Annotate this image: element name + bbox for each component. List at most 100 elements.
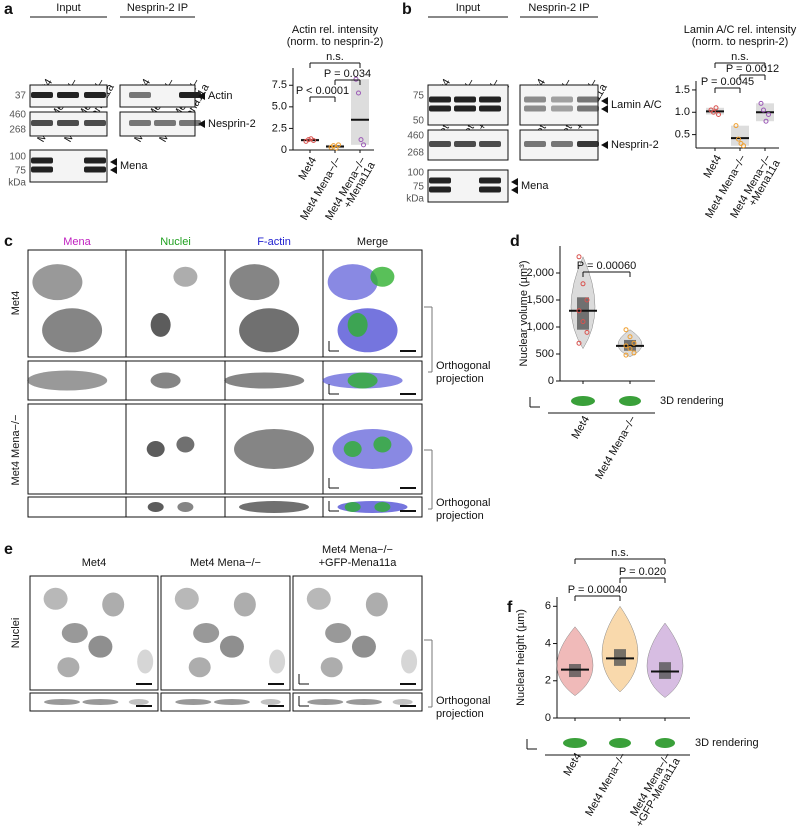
group-header: Nesprin-2 IP — [528, 2, 589, 14]
cell — [176, 436, 195, 453]
y-tick-label: 0 — [545, 712, 551, 724]
cell — [82, 699, 119, 705]
ortho-label: projection — [436, 510, 484, 522]
data-point — [623, 352, 629, 358]
data-point — [713, 105, 719, 111]
marker-label: 100 — [9, 152, 26, 163]
micrograph — [160, 575, 291, 691]
band — [551, 105, 573, 112]
band — [31, 157, 53, 164]
marker-label: 268 — [407, 148, 424, 159]
cell — [260, 699, 281, 705]
rendering — [655, 738, 675, 748]
channel-header: F-actin — [257, 236, 291, 248]
comparison-label: P = 0.00060 — [577, 260, 636, 272]
panel-letter: d — [510, 233, 520, 250]
band — [129, 120, 151, 126]
cell — [345, 699, 382, 705]
data-point — [736, 136, 741, 142]
cell — [401, 649, 418, 674]
y-tick-label: 5.0 — [272, 101, 287, 113]
cell — [147, 502, 164, 512]
data-point — [623, 343, 629, 349]
plot-title: Actin rel. intensity — [292, 24, 379, 36]
band-arrow — [110, 158, 117, 166]
x-tick-label: Met4 — [701, 153, 724, 180]
data-point — [584, 329, 590, 335]
marker-label: 50 — [413, 116, 425, 127]
cell — [137, 649, 154, 674]
x-tick-label: Met4 — [569, 414, 592, 441]
band-arrow — [198, 120, 205, 128]
cell — [188, 657, 211, 678]
cell — [327, 264, 378, 301]
y-tick-label: 4 — [545, 637, 551, 649]
band-arrow — [110, 166, 117, 174]
y-tick-label: 500 — [536, 348, 554, 360]
marker-label: 75 — [413, 182, 425, 193]
y-tick-label: 2.5 — [272, 122, 287, 134]
y-tick-label: 1.0 — [675, 106, 690, 118]
marker-label: 460 — [407, 131, 424, 142]
data-point — [631, 350, 637, 356]
violin — [601, 605, 639, 693]
cell — [269, 649, 286, 674]
micrograph — [125, 496, 226, 518]
cell — [177, 502, 194, 512]
x-tick-label: Met4 Mena−/− — [583, 751, 629, 818]
comparison-label: n.s. — [326, 51, 344, 63]
column-header: Met4 — [82, 557, 106, 569]
band — [454, 105, 476, 112]
plot-title: (norm. to nesprin-2) — [287, 36, 384, 48]
comparison-label: n.s. — [611, 547, 629, 559]
y-tick-label: 0.5 — [675, 129, 690, 141]
ortho-label: projection — [436, 373, 484, 385]
data-point — [356, 90, 361, 96]
plot-title: Lamin A/C rel. intensity — [684, 24, 797, 36]
data-point — [336, 142, 341, 148]
nucleus — [344, 502, 361, 512]
band-label: Nesprin-2 — [208, 118, 256, 130]
band — [479, 96, 501, 103]
y-tick-label: 0 — [548, 375, 554, 387]
y-axis-label: Nuclear height (µm) — [515, 609, 527, 706]
band — [454, 96, 476, 103]
data-point — [584, 297, 590, 303]
panel-letter: f — [507, 599, 513, 616]
marker-label: 268 — [9, 125, 26, 136]
nucleus — [374, 502, 391, 512]
band — [84, 166, 106, 173]
comparison-label: P < 0.0001 — [296, 85, 349, 97]
data-point — [733, 123, 739, 129]
micrograph — [125, 249, 226, 358]
data-point — [623, 327, 629, 333]
band-arrow — [511, 178, 518, 186]
column-header: +GFP-Mena11a — [319, 557, 398, 569]
cell — [229, 264, 280, 301]
band — [479, 105, 501, 112]
cell — [174, 587, 199, 610]
data-point — [766, 112, 771, 117]
rendering — [563, 738, 587, 748]
cell — [239, 501, 309, 513]
band — [179, 92, 201, 98]
data-point — [576, 308, 582, 314]
marker-label: 100 — [407, 168, 424, 179]
band-arrow — [601, 105, 608, 113]
cell — [61, 623, 88, 643]
x-tick-label: Met4 — [296, 155, 319, 182]
band — [524, 141, 546, 147]
data-point — [333, 145, 339, 151]
cell — [351, 635, 376, 658]
comparison-label: n.s. — [731, 51, 749, 63]
data-point — [741, 143, 746, 149]
cell — [233, 592, 256, 617]
cell — [332, 429, 413, 469]
cell — [150, 372, 181, 389]
comparison-label: P = 0.020 — [619, 566, 666, 578]
rendering — [619, 396, 641, 406]
marker-label: 460 — [9, 110, 26, 121]
comparison-label: P = 0.00040 — [568, 584, 627, 596]
cell — [57, 657, 80, 678]
